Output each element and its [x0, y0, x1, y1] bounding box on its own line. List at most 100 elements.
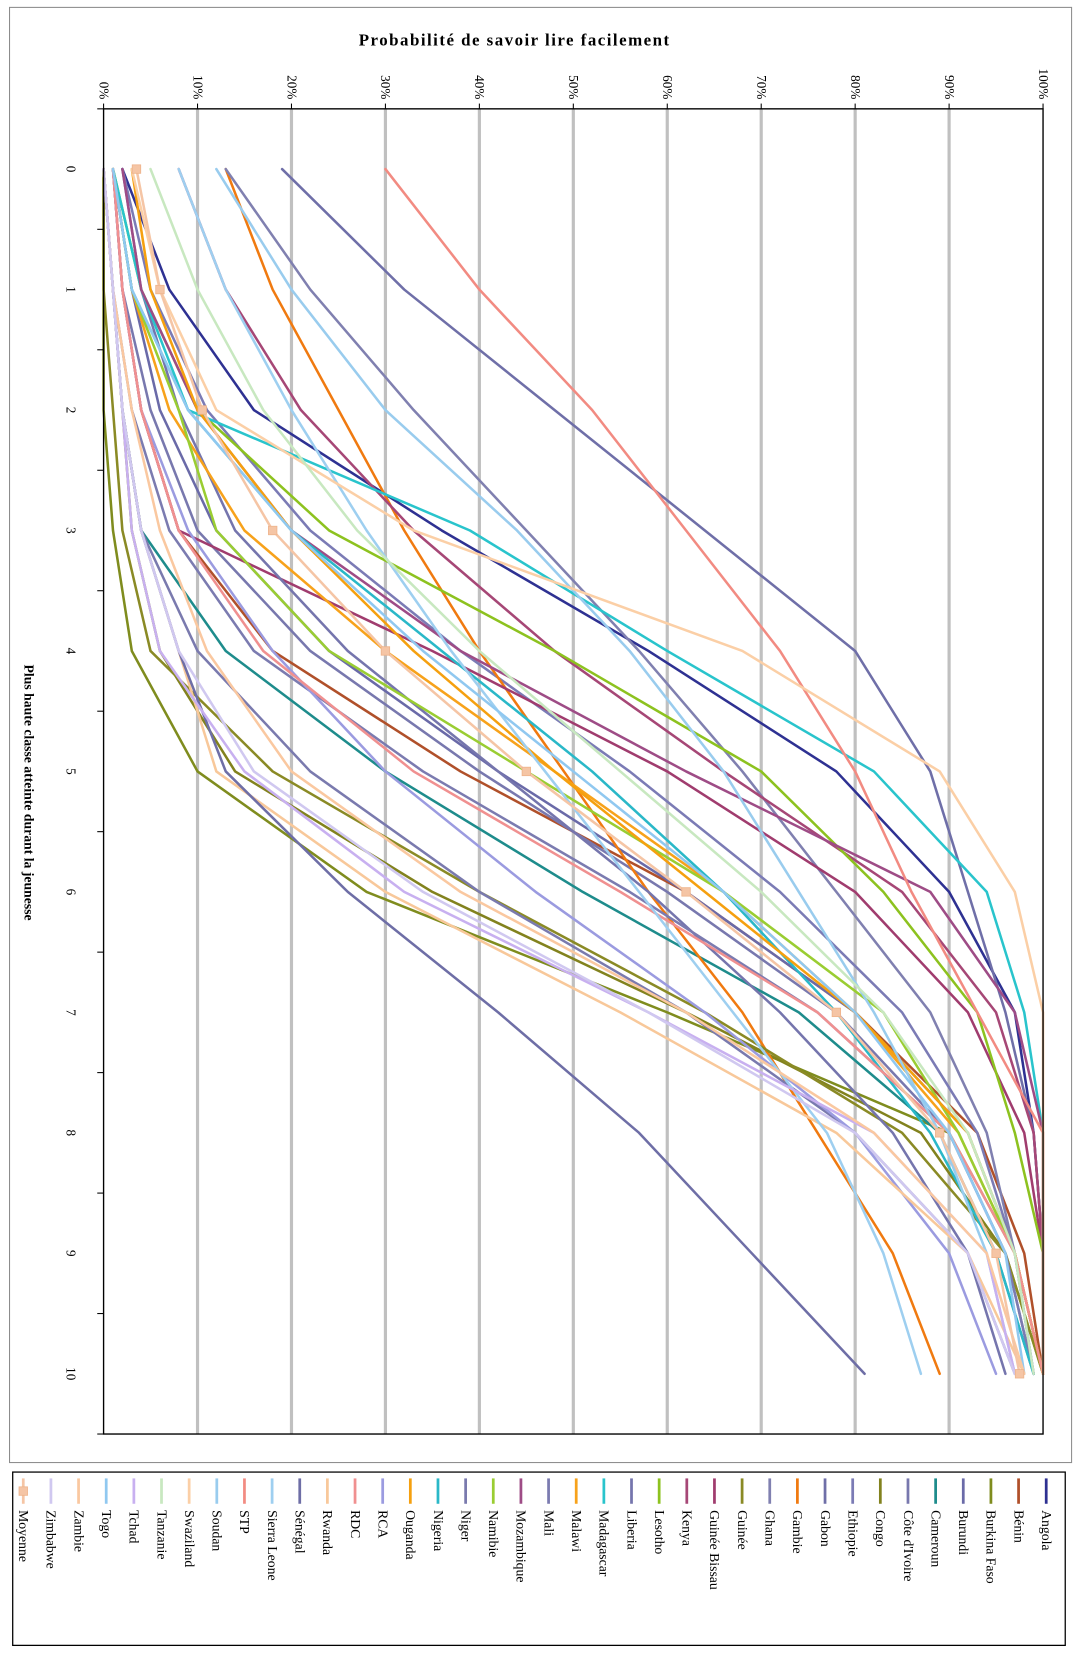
category-axis-tick-label: 1 [64, 286, 79, 293]
legend-item: Soudan [210, 1478, 225, 1551]
legend-item: Zambie [71, 1478, 86, 1552]
category-axis-tick-labels: 0 1 2 3 4 5 6 7 8 9 10 [64, 166, 79, 1381]
value-axis-tick-label: 90% [942, 75, 957, 99]
moyenne-marker [521, 766, 531, 777]
value-axis-ticks [103, 103, 1044, 109]
category-axis-ticks [97, 108, 104, 1435]
legend-item: Bénin [1011, 1478, 1026, 1543]
series-line-zimbabwe [102, 167, 1017, 1376]
legend-item: STP [237, 1478, 252, 1534]
series-line-ghana [224, 167, 1035, 1376]
legend-label: Namibie [486, 1510, 501, 1557]
value-axis-tick-label: 50% [566, 75, 581, 99]
legend-item: Ghana [763, 1478, 778, 1546]
legend-item: Nigeria [431, 1478, 446, 1551]
legend-item: Tanzanie [154, 1478, 169, 1559]
series-line-sierra-leone [177, 167, 923, 1376]
legend-label: Ethiopie [845, 1510, 860, 1556]
legend-label: STP [237, 1510, 252, 1534]
value-axis-tick-label: 30% [378, 75, 393, 99]
legend-label: RCA [375, 1510, 390, 1538]
category-axis-tick-label: 8 [64, 1130, 79, 1137]
category-axis-tick-label: 4 [64, 648, 79, 655]
series-line-tanzanie [149, 167, 1035, 1376]
series-line-gambie [224, 167, 941, 1376]
category-axis-tick-label: 9 [64, 1250, 79, 1257]
legend-label: Ghana [763, 1510, 778, 1546]
moyenne-marker [268, 525, 278, 536]
legend-label: Malawi [569, 1510, 584, 1552]
moyenne-marker [991, 1248, 1001, 1258]
legend-label: Tanzanie [154, 1510, 169, 1559]
series-line-rdc [111, 167, 1045, 1376]
value-axis-tick-label: 0% [96, 82, 111, 100]
legend-item: Burundi [956, 1478, 971, 1555]
legend-item: Moyenne [16, 1478, 31, 1562]
category-axis-tick-label: 0 [64, 166, 79, 173]
legend-item: Mozambique [514, 1478, 529, 1583]
legend-item: Swaziland [182, 1478, 197, 1567]
legend-item: Côte d'Ivoire [901, 1478, 916, 1582]
legend-label: Congo [873, 1510, 888, 1547]
legend-item: Guinée [735, 1478, 750, 1550]
category-axis-tick-label: 7 [64, 1009, 79, 1016]
series-lines [102, 164, 1045, 1379]
legend-label: Gambie [790, 1510, 805, 1553]
value-axis-tick-labels: 0% 10% 20% 30% 40% 50% 60% 70% 80% 90% 100% [96, 69, 1050, 100]
legend-label: Madagascar [597, 1510, 612, 1577]
legend: Angola Bénin Burkina Faso Burundi Cameroun Cô… [16, 1478, 1054, 1590]
moyenne-marker [681, 887, 691, 897]
legend-label: Niger [458, 1510, 473, 1542]
legend-item: Niger [458, 1478, 473, 1542]
value-axis-tick-label: 20% [284, 75, 299, 99]
legend-item: Ethiopie [845, 1478, 860, 1557]
legend-item: Congo [873, 1478, 888, 1547]
category-axis-title: Plus haute classe atteinte durant la jeu… [21, 665, 36, 921]
legend-label: Burkina Faso [984, 1510, 999, 1584]
legend-label: Rwanda [320, 1510, 335, 1555]
category-axis-tick-label: 3 [64, 527, 79, 534]
legend-item: Cameroun [928, 1478, 943, 1567]
legend-item: Togo [99, 1478, 114, 1538]
legend-label: Nigeria [431, 1510, 446, 1551]
legend-label: Gabon [818, 1510, 833, 1547]
legend-label: Zambie [71, 1510, 86, 1552]
legend-item: Liberia [624, 1478, 639, 1550]
legend-label: Sierra Leone [265, 1510, 280, 1580]
legend-label: Ouganda [403, 1510, 418, 1560]
legend-item: Sierra Leone [265, 1478, 280, 1581]
legend-item: Zimbabwe [44, 1478, 59, 1569]
legend-item: Mali [541, 1478, 556, 1536]
legend-label: Soudan [210, 1510, 225, 1551]
legend-label: Mozambique [514, 1510, 529, 1582]
legend-label: RDC [348, 1510, 363, 1538]
moyenne-marker [831, 1007, 842, 1018]
legend-label: Tchad [127, 1510, 142, 1543]
value-axis-tick-label: 70% [754, 75, 769, 99]
legend-item: Malawi [569, 1478, 584, 1552]
legend-label: Burundi [956, 1510, 971, 1555]
moyenne-marker [155, 284, 165, 295]
value-axis-title: Probabilité de savoir lire facilement [359, 30, 671, 49]
legend-label: Swaziland [182, 1510, 197, 1567]
legend-item: Gambie [790, 1478, 805, 1554]
moyenne-marker [935, 1128, 945, 1138]
legend-item: Sénégal [293, 1478, 308, 1554]
legend-item: Guinée Bissau [707, 1478, 722, 1590]
legend-label: Kenya [680, 1510, 695, 1546]
legend-label: Guinée Bissau [707, 1510, 722, 1590]
value-axis-tick-label: 40% [472, 75, 487, 99]
legend-marker [18, 1486, 28, 1496]
category-axis-tick-label: 5 [64, 768, 79, 775]
series-line-zambie [102, 167, 1026, 1376]
legend-label: Cameroun [928, 1510, 943, 1567]
value-axis-tick-label: 60% [660, 75, 675, 99]
legend-item: Kenya [680, 1478, 695, 1546]
moyenne-marker [1014, 1369, 1025, 1379]
legend-label: Lesotho [652, 1510, 667, 1554]
legend-label: Bénin [1011, 1510, 1026, 1543]
legend-item: Angola [1039, 1478, 1054, 1551]
legend-label: Sénégal [293, 1510, 308, 1554]
legend-label: Moyenne [16, 1510, 31, 1562]
